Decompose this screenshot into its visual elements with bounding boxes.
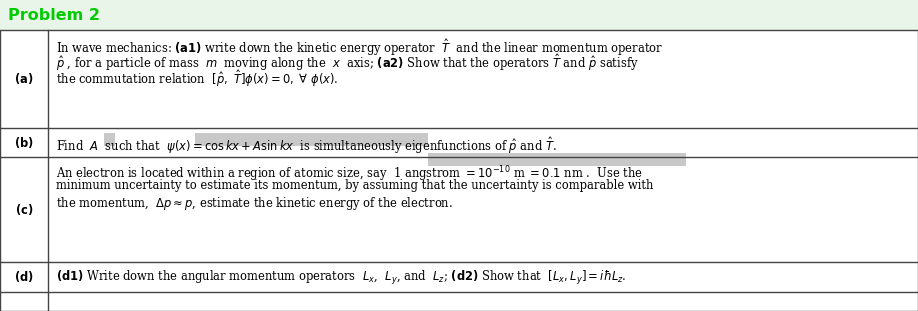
Text: $\mathbf{(d1)}$ Write down the angular momentum operators  $L_x$,  $L_y$, and  $: $\mathbf{(d1)}$ Write down the angular m… xyxy=(56,269,627,287)
Text: $\mathbf{(d)}$: $\mathbf{(d)}$ xyxy=(14,270,34,285)
Text: $\mathbf{(b)}$: $\mathbf{(b)}$ xyxy=(14,135,34,150)
Text: Find  $\mathit{A}$  such that  $\psi(x) = \cos kx + A\sin kx$  is simultaneously: Find $\mathit{A}$ such that $\psi(x) = \… xyxy=(56,135,557,156)
Text: $\mathbf{(a)}$: $\mathbf{(a)}$ xyxy=(15,72,34,86)
Bar xyxy=(0,0,918,30)
Text: In wave mechanics: $\mathbf{(a1)}$ write down the kinetic energy operator  $\hat: In wave mechanics: $\mathbf{(a1)}$ write… xyxy=(56,37,663,58)
Text: An electron is located within a region of atomic size, say  1 angstrom $=10^{-10: An electron is located within a region o… xyxy=(56,164,644,183)
Text: $\mathbf{(c)}$: $\mathbf{(c)}$ xyxy=(15,202,33,217)
Text: the commutation relation  $[\hat{p},\ \hat{T}]\phi(x) = 0,\ \forall\ \phi(x)$.: the commutation relation $[\hat{p},\ \ha… xyxy=(56,68,339,89)
Bar xyxy=(428,153,686,166)
Text: the momentum,  $\Delta p \approx p$, estimate the kinetic energy of the electron: the momentum, $\Delta p \approx p$, esti… xyxy=(56,195,453,212)
Bar xyxy=(104,132,115,146)
Text: Problem 2: Problem 2 xyxy=(8,8,100,24)
Text: $\hat{p}$ , for a particle of mass  $m$  moving along the  $x$  axis; $\mathbf{(: $\hat{p}$ , for a particle of mass $m$ m… xyxy=(56,53,639,73)
Bar xyxy=(195,132,428,146)
Text: minimum uncertainty to estimate its momentum, by assuming that the uncertainty i: minimum uncertainty to estimate its mome… xyxy=(56,179,654,193)
